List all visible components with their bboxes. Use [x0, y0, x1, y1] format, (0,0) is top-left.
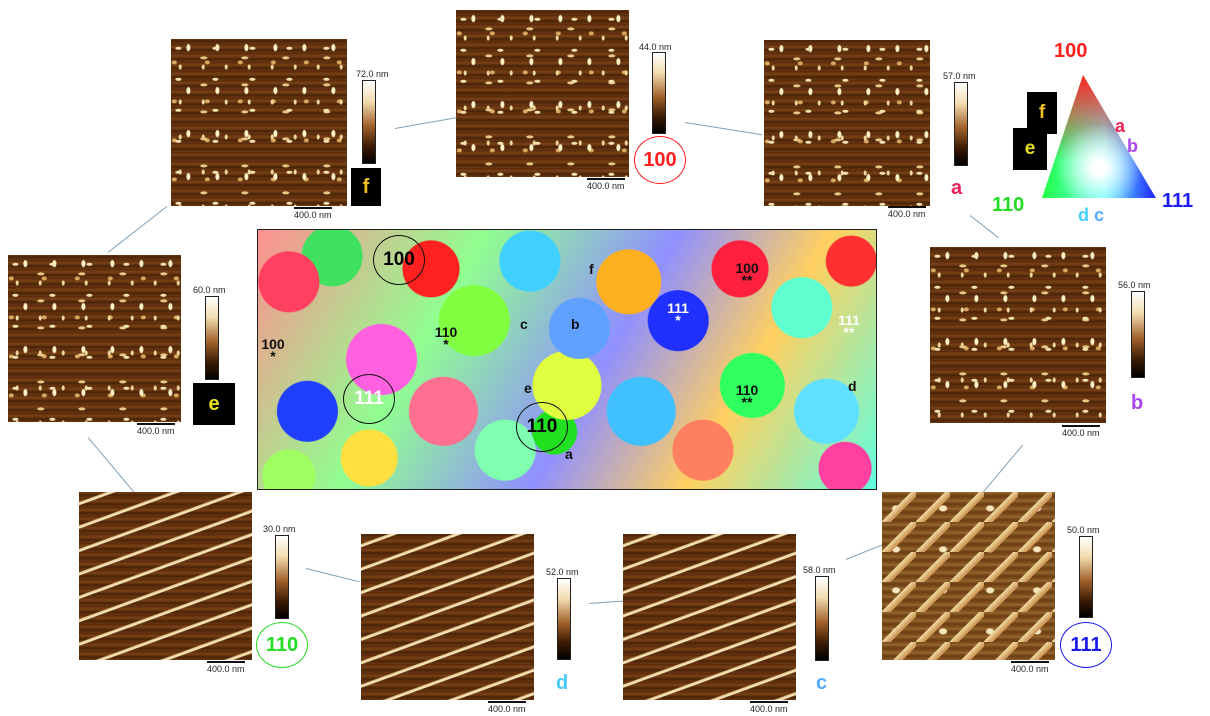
scale-max-label: 30.0 nm — [263, 524, 296, 534]
scale-bar-label: 400.0 nm — [488, 701, 526, 714]
tag-letter-d: d — [556, 672, 569, 694]
scale-max-label: 56.0 nm — [1118, 280, 1151, 290]
map-circle-100: 100 — [373, 235, 425, 285]
map-letter-c: c — [520, 316, 528, 332]
afm-image-d — [361, 534, 534, 700]
scale-max-label: 60.0 nm — [193, 285, 226, 295]
height-colorbar — [557, 578, 571, 660]
grain-label-111-2star: 111 ** — [838, 312, 860, 340]
ipf-marker-b: b — [1127, 136, 1138, 156]
connector-line — [982, 444, 1024, 494]
height-colorbar — [815, 576, 829, 661]
map-circle-110: 110 — [516, 402, 568, 452]
connector-line — [87, 437, 135, 494]
scale-max-label: 72.0 nm — [356, 69, 389, 79]
ipf-marker-e: e — [1013, 128, 1047, 170]
height-colorbar — [954, 82, 968, 166]
scale-max-label: 52.0 nm — [546, 567, 579, 577]
height-colorbar — [1131, 291, 1145, 378]
afm-image-110 — [79, 492, 252, 660]
ipf-marker-c: c — [1094, 205, 1105, 225]
scale-bar-label: 400.0 nm — [750, 701, 788, 714]
grain-label-111-star: 111 * — [667, 300, 689, 328]
grain-label-100-2star: 100 ** — [735, 260, 759, 288]
grain-label-110-2star: 110 ** — [735, 382, 759, 410]
tag-box-e: e — [193, 383, 235, 425]
scale-bar-label: 400.0 nm — [1011, 661, 1049, 674]
grain-label-110-star: 110 * — [434, 324, 458, 352]
scale-bar-label: 400.0 nm — [1062, 425, 1100, 438]
orientation-circle-111: 111 — [1060, 622, 1112, 668]
afm-image-c — [623, 534, 796, 700]
afm-image-a — [764, 40, 930, 206]
ipf-marker-a: a — [1115, 116, 1126, 136]
afm-image-b — [930, 247, 1106, 423]
map-letter-e: e — [524, 380, 532, 396]
height-colorbar — [652, 52, 666, 134]
scale-bar-label: 400.0 nm — [294, 207, 332, 220]
height-colorbar — [275, 535, 289, 619]
map-letter-d: d — [848, 378, 857, 394]
grain-label-100-star: 100 * — [261, 336, 285, 364]
orientation-circle-110: 110 — [256, 622, 308, 668]
scale-bar-label: 400.0 nm — [207, 661, 245, 674]
height-colorbar — [1079, 536, 1093, 618]
height-colorbar — [362, 80, 376, 164]
ipf-marker-d: d — [1078, 205, 1089, 225]
orientation-circle-100: 100 — [634, 136, 686, 184]
ipf-color-triangle — [1042, 75, 1156, 198]
map-circle-111: 111 — [343, 374, 395, 424]
scale-max-label: 50.0 nm — [1067, 525, 1100, 535]
connector-line — [684, 122, 763, 136]
tag-box-f: f — [351, 168, 381, 206]
ipf-label-100: 100 — [1054, 40, 1088, 62]
connector-line — [394, 117, 457, 130]
map-letter-b: b — [571, 316, 580, 332]
map-letter-f: f — [589, 261, 594, 277]
tag-letter-b: b — [1131, 392, 1144, 414]
ipf-label-110: 110 — [992, 194, 1025, 216]
tag-letter-a: a — [951, 177, 963, 199]
afm-image-100 — [456, 10, 629, 177]
ipf-marker-f: f — [1027, 92, 1057, 134]
afm-image-f — [171, 39, 347, 206]
afm-image-e — [8, 255, 181, 422]
tag-letter-c: c — [816, 672, 828, 694]
scale-bar-label: 400.0 nm — [137, 423, 175, 436]
connector-line — [305, 568, 360, 583]
scale-bar-label: 400.0 nm — [888, 206, 926, 219]
connector-line — [107, 205, 168, 254]
scale-max-label: 57.0 nm — [943, 71, 976, 81]
scale-max-label: 58.0 nm — [803, 565, 836, 575]
ipf-label-111: 111 — [1162, 190, 1194, 212]
connector-line — [845, 544, 884, 561]
map-letter-a: a — [565, 446, 573, 462]
scale-bar-label: 400.0 nm — [587, 178, 625, 191]
ebsd-orientation-map: 100 111 110 100 * 100 ** 110 * 110 ** 111 * 1… — [257, 229, 877, 490]
connector-line — [969, 215, 999, 239]
height-colorbar — [205, 296, 219, 380]
afm-image-111 — [882, 492, 1055, 660]
connector-line — [588, 600, 624, 605]
scale-max-label: 44.0 nm — [639, 42, 672, 52]
